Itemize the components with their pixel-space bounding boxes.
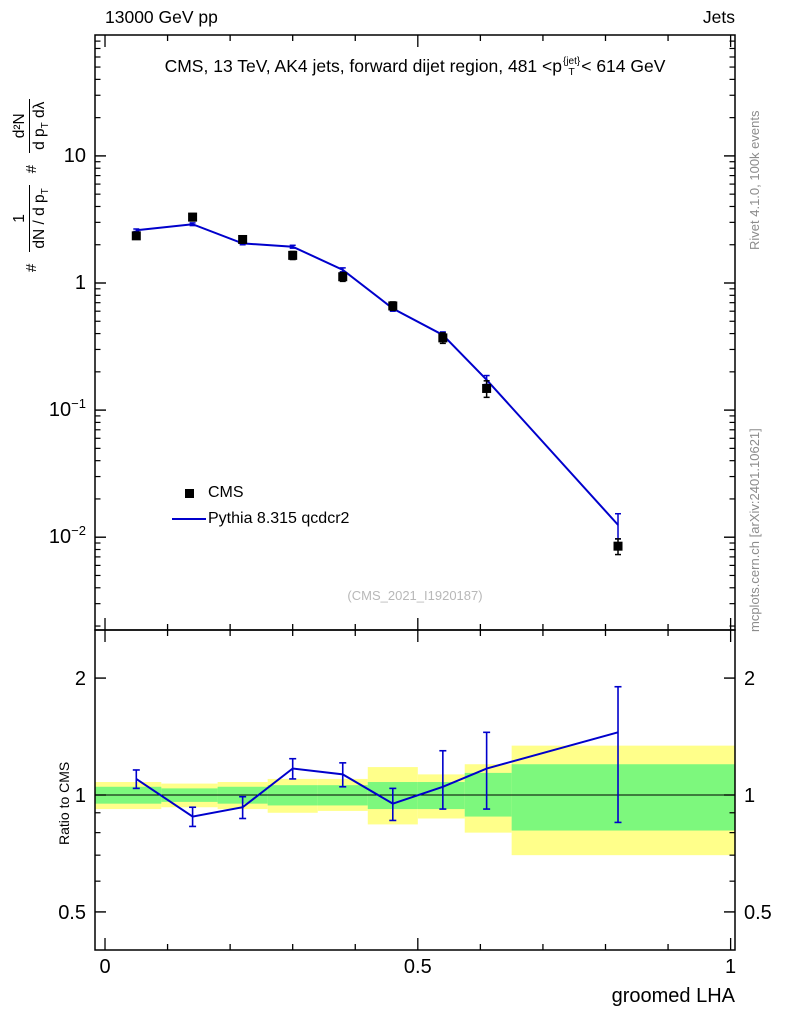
den-text: d p [31, 128, 49, 150]
svg-text:2: 2 [744, 668, 755, 690]
analysis-group-label: Jets [702, 7, 735, 27]
svg-text:10: 10 [64, 145, 86, 167]
legend-row-cms: CMS [170, 480, 349, 506]
x-axis-label: groomed LHA [611, 985, 735, 1007]
fraction-denominator: d pT dλ [29, 98, 53, 153]
fraction-d2n-over-dptdlambda: d²N d pT dλ [10, 98, 53, 153]
fraction-denominator: dN / d pT [29, 185, 53, 252]
den-subscript: T [40, 122, 52, 129]
legend-label-cms: CMS [208, 484, 244, 501]
svg-text:1: 1 [75, 785, 86, 807]
rivet-version-label: Rivet 4.1.0, 100k events [747, 110, 762, 250]
svg-text:1: 1 [725, 956, 736, 978]
pythia-line-marker-icon [170, 518, 208, 520]
fraction-numerator: 1 [11, 214, 28, 223]
cms-square-marker-icon [170, 488, 208, 498]
hash-symbol: # [22, 164, 40, 174]
pt-subscript: T [568, 66, 575, 79]
den-text: dN / d p [31, 194, 49, 249]
analysis-id-watermark: (CMS_2021_I1920187) [347, 588, 483, 603]
legend: CMS Pythia 8.315 qcdcr2 [170, 480, 349, 532]
legend-label-pythia: Pythia 8.315 qcdcr2 [208, 510, 350, 527]
svg-text:0.5: 0.5 [744, 902, 772, 924]
mcplots-reference-label: mcplots.cern.ch [arXiv:2401.10621] [747, 428, 762, 632]
den-subscript: T [40, 188, 52, 195]
den-text-end: dλ [31, 101, 49, 123]
main-y-axis-label: # 1 dN / d pT # d²N d pT dλ [10, 98, 53, 272]
ratio-y-axis-label: Ratio to CMS [56, 761, 72, 845]
plot-title: CMS, 13 TeV, AK4 jets, forward dijet reg… [95, 56, 735, 78]
hash-symbol: # [22, 263, 40, 272]
svg-text:0.5: 0.5 [58, 902, 86, 924]
svg-text:10−2: 10−2 [49, 523, 86, 548]
svg-text:0.5: 0.5 [404, 956, 432, 978]
pt-superscript: {jet} [562, 56, 581, 68]
svg-text:1: 1 [75, 272, 86, 294]
svg-text:0: 0 [99, 956, 110, 978]
fraction-numerator: d²N [11, 113, 28, 139]
legend-row-pythia: Pythia 8.315 qcdcr2 [170, 506, 349, 532]
plot-title-text-end: < 614 GeV [581, 56, 666, 76]
svg-text:1: 1 [744, 785, 755, 807]
pt-superscript-subscript: {jet} T [563, 57, 580, 78]
plot-title-text: CMS, 13 TeV, AK4 jets, forward dijet reg… [164, 56, 562, 76]
fraction-one-over-dndpt: 1 dN / d pT [10, 185, 53, 252]
svg-text:2: 2 [75, 668, 86, 690]
beam-energy-label: 13000 GeV pp [105, 7, 218, 27]
svg-text:10−1: 10−1 [49, 396, 86, 421]
